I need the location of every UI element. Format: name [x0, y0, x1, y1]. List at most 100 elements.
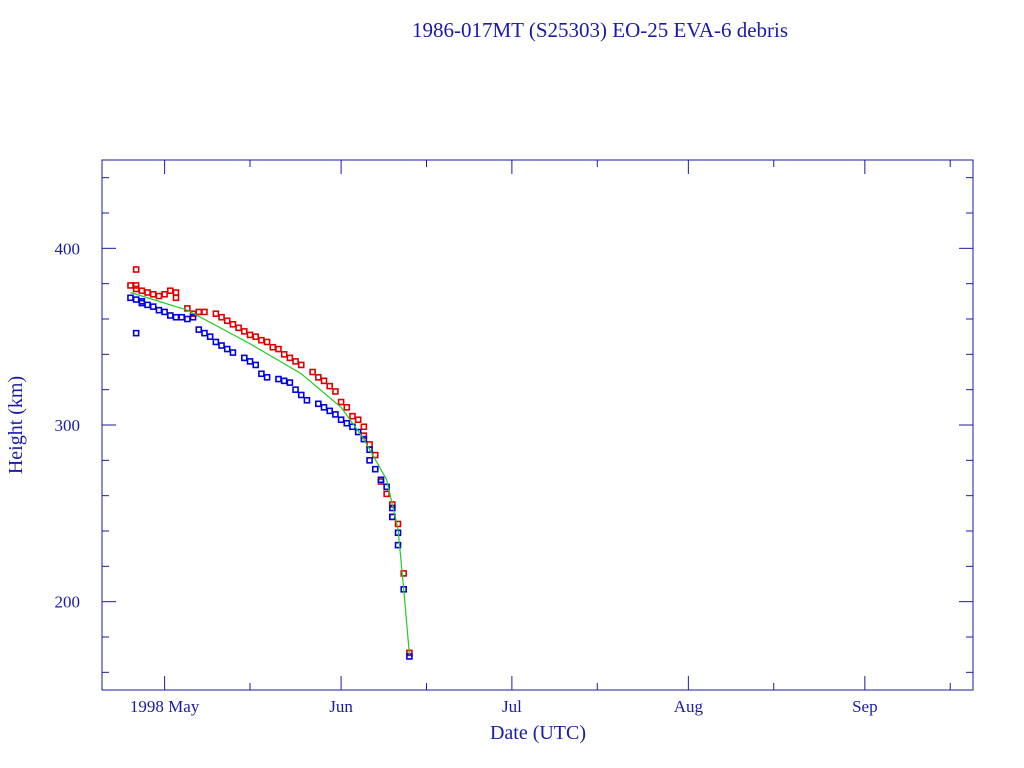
data-point — [241, 328, 248, 335]
data-point — [280, 377, 288, 385]
data-point — [332, 411, 339, 418]
data-point — [184, 315, 191, 323]
data-point — [292, 358, 299, 365]
data-point — [394, 541, 402, 549]
x-axis-label: Date (UTC) — [490, 722, 586, 744]
data-point — [132, 296, 140, 303]
data-point — [149, 303, 157, 310]
data-point — [389, 513, 396, 521]
data-point — [315, 400, 322, 408]
data-point — [258, 370, 265, 378]
data-point — [326, 382, 334, 390]
data-point — [286, 379, 294, 386]
x-tick-label: 1998 May — [130, 697, 200, 716]
data-point — [297, 391, 305, 399]
y-tick-label: 400 — [55, 239, 81, 258]
x-tick-label: Sep — [852, 697, 878, 716]
data-point — [366, 457, 373, 464]
data-point — [280, 351, 288, 358]
data-point — [127, 282, 134, 289]
data-point — [195, 326, 203, 333]
data-point — [127, 294, 134, 302]
data-point — [212, 310, 220, 318]
data-point — [377, 476, 385, 484]
data-point — [161, 308, 168, 316]
chart-title: 1986-017MT (S25303) EO-25 EVA-6 debris — [412, 18, 788, 42]
data-point — [149, 290, 157, 298]
data-point — [263, 373, 271, 381]
data-point — [184, 305, 191, 312]
data-point — [235, 324, 242, 332]
data-point — [172, 294, 180, 302]
plot-frame — [101, 159, 974, 691]
data-point — [400, 570, 408, 577]
x-tick-label: Aug — [674, 697, 704, 716]
data-point — [144, 289, 151, 296]
data-point — [155, 306, 163, 314]
data-point — [144, 301, 151, 309]
data-point — [309, 368, 316, 376]
y-tick-labels: 200 300 400 — [55, 239, 81, 611]
data-point — [263, 338, 271, 346]
data-point — [366, 446, 373, 454]
data-point — [383, 483, 390, 491]
data-point — [343, 419, 351, 427]
data-point — [138, 287, 146, 295]
data-point — [223, 345, 231, 353]
data-point — [172, 289, 180, 296]
data-point — [132, 266, 140, 273]
data-point — [167, 312, 174, 319]
data-point — [195, 308, 203, 316]
data-point — [155, 292, 163, 300]
data-point — [292, 386, 299, 393]
axis-ticks — [102, 160, 973, 690]
data-point — [371, 465, 379, 473]
data-point — [241, 354, 248, 362]
data-point — [178, 313, 185, 321]
data-point — [223, 317, 231, 325]
data-point — [303, 396, 311, 404]
y-tick-label: 300 — [55, 416, 81, 435]
data-point — [383, 490, 390, 498]
data-point — [275, 345, 282, 353]
y-tick-label: 200 — [55, 593, 81, 612]
x-tick-label: Jul — [502, 697, 522, 716]
x-tick-labels: 1998 May Jun Jul Aug Sep — [130, 697, 878, 716]
data-point — [189, 313, 197, 321]
data-point — [206, 333, 214, 340]
data-point — [332, 388, 339, 395]
data-point — [320, 404, 328, 411]
data-point — [354, 428, 362, 436]
data-point — [360, 423, 368, 431]
data-point — [132, 329, 140, 337]
data-point — [218, 313, 225, 321]
data-point — [258, 336, 265, 344]
data-point — [229, 320, 237, 328]
data-point — [132, 282, 140, 289]
data-point — [320, 377, 328, 385]
data-point — [212, 338, 220, 346]
data-point — [269, 343, 277, 351]
data-point — [315, 373, 322, 381]
data-point — [201, 308, 208, 316]
data-point — [252, 333, 260, 340]
data-point — [252, 361, 260, 369]
fit-curve — [130, 291, 411, 655]
y-axis-label: Height (km) — [5, 376, 27, 474]
data-point — [343, 404, 351, 411]
data-point — [172, 313, 180, 321]
data-point — [167, 287, 174, 295]
data-point — [246, 331, 254, 339]
data-point — [229, 349, 237, 356]
data-point — [275, 375, 282, 383]
data-point — [354, 416, 362, 424]
data-point — [297, 361, 305, 369]
data-point — [286, 354, 294, 362]
data-point — [246, 358, 254, 365]
data-point — [218, 342, 225, 349]
data-point — [349, 412, 356, 420]
x-tick-label: Jun — [329, 697, 353, 716]
data-point — [406, 653, 413, 660]
data-point — [394, 520, 402, 528]
